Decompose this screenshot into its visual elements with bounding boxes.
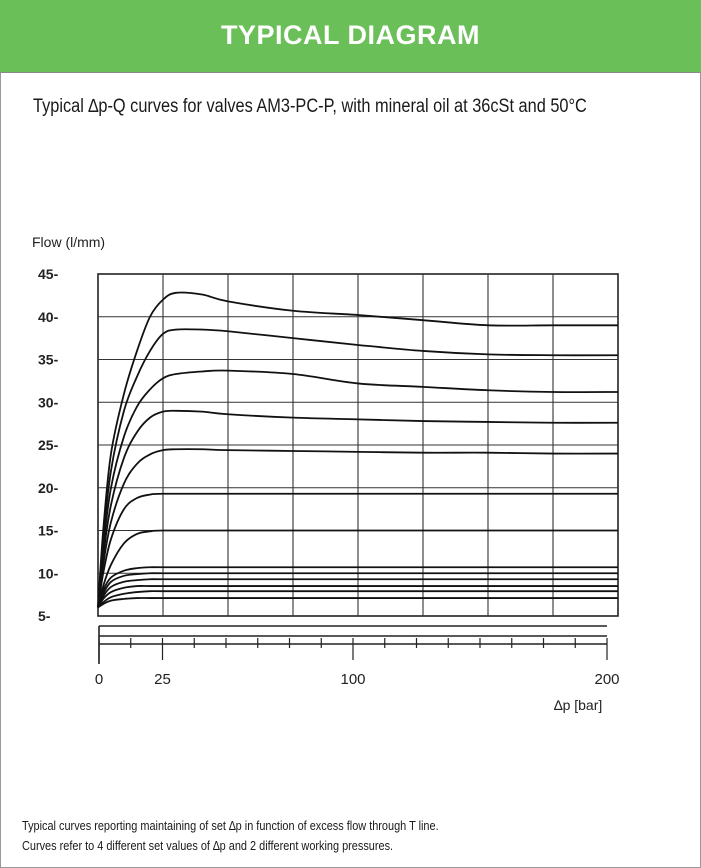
flow-curve <box>97 529 618 608</box>
y-tick-label: 40- <box>38 309 59 325</box>
flow-curve <box>97 597 618 609</box>
y-axis-ticks: 5- 10- 15- 20- 25- 30- 35- 40- 45- <box>38 266 59 624</box>
y-tick-label: 45- <box>38 266 59 282</box>
y-axis-label: Flow (l/mm) <box>32 234 105 250</box>
page-title: TYPICAL DIAGRAM <box>220 20 480 50</box>
header-banner: TYPICAL DIAGRAM <box>0 0 701 73</box>
note-line-1: Typical curves reporting maintaining of … <box>22 818 439 833</box>
y-tick-label: 35- <box>38 352 59 368</box>
flow-curve <box>97 572 618 608</box>
chart-subtitle: Typical ∆p-Q curves for valves AM3-PC-P,… <box>33 96 587 117</box>
flow-curve <box>97 369 619 608</box>
flow-curve <box>97 590 618 609</box>
y-tick-label: 20- <box>38 480 59 496</box>
y-tick-label: 25- <box>38 437 59 453</box>
x-tick-label: 100 <box>340 671 365 688</box>
y-tick-label: 10- <box>38 565 59 581</box>
x-axis: 0 25 100 200 <box>95 625 620 688</box>
flow-curve <box>97 585 618 608</box>
flow-curve <box>97 448 619 608</box>
flow-curve <box>97 492 618 608</box>
flow-curve <box>97 328 619 608</box>
y-tick-label: 30- <box>38 394 59 410</box>
x-tick-label: 0 <box>95 671 103 688</box>
y-tick-label: 5- <box>38 608 51 624</box>
chart-notes: Typical curves reporting maintaining of … <box>22 816 439 856</box>
chart-curves <box>97 291 619 609</box>
flow-curve <box>97 409 619 608</box>
flow-curve <box>97 291 618 608</box>
flow-curve <box>97 578 618 608</box>
x-tick-label: 200 <box>594 671 619 688</box>
x-axis-label: ∆p [bar] <box>554 697 602 713</box>
x-tick-label: 25 <box>154 671 171 688</box>
y-tick-label: 15- <box>38 523 59 539</box>
note-line-2: Curves refer to 4 different set values o… <box>22 838 394 853</box>
flow-curve <box>97 566 618 608</box>
